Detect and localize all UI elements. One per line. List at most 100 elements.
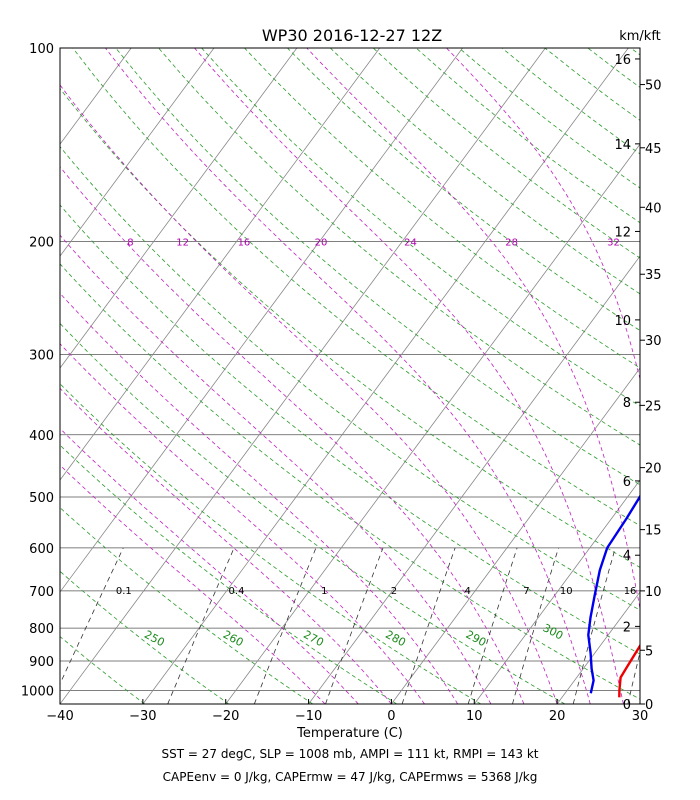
- pressure-tick-label: 200: [29, 235, 54, 250]
- pressure-tick-label: 900: [29, 655, 54, 670]
- footer-line-1: SST = 27 degC, SLP = 1008 mb, AMPI = 111…: [161, 747, 538, 761]
- isotherm-line: [556, 591, 640, 704]
- pressure-tick-label: 700: [29, 585, 54, 600]
- dry-adiabat: [60, 444, 397, 704]
- km-tick-label: 16: [614, 53, 631, 68]
- dry-adiabat: [60, 702, 61, 704]
- mixing-ratio-label: 32: [607, 237, 620, 248]
- isotherm-line: [60, 48, 132, 145]
- moist-adiabat: [60, 428, 359, 704]
- dry-adiabat: [115, 48, 640, 486]
- dry-adiabat: [60, 322, 565, 704]
- dry-adiabat: [287, 48, 640, 332]
- theta-label: 260: [221, 628, 246, 649]
- mixing-ratio-line: [167, 547, 235, 704]
- x-tick-label: −40: [46, 709, 73, 724]
- x-tick-label: −20: [212, 709, 239, 724]
- dewpoint-line: [587, 494, 640, 694]
- w-label: 10: [560, 586, 573, 597]
- right-axis-label: km/kft: [619, 29, 661, 44]
- x-tick-label: 10: [466, 709, 483, 724]
- plot-frame: [59, 47, 641, 705]
- mixing-ratio-line: [572, 547, 616, 704]
- km-tick-label: 4: [623, 549, 631, 564]
- pressure-tick-label: 100: [29, 42, 54, 57]
- kft-tick-label: 5: [645, 644, 653, 659]
- pressure-tick-label: 1000: [21, 684, 54, 699]
- moist-adiabat-lines: [60, 48, 640, 704]
- km-tick-label: 12: [614, 225, 631, 240]
- profile-series: [587, 494, 640, 698]
- kft-tick-label: 30: [645, 334, 662, 349]
- dry-adiabat: [60, 507, 313, 704]
- pressure-tick-label: 500: [29, 491, 54, 506]
- moist-adiabat: [60, 387, 392, 704]
- mixing-ratio-label: 16: [238, 237, 251, 248]
- x-tick-label: −30: [129, 709, 156, 724]
- moist-adiabat: [194, 48, 624, 704]
- mixing-ratio-line: [253, 547, 317, 704]
- mixing-ratio-line: [325, 547, 384, 704]
- pressure-tick-label: 800: [29, 622, 54, 637]
- theta-label: 250: [142, 628, 167, 649]
- theta-label: 280: [383, 628, 408, 649]
- pressure-tick-label: 300: [29, 348, 54, 363]
- x-tick-label: 30: [632, 709, 649, 724]
- dry-adiabat: [60, 263, 640, 700]
- mixing-ratio-label: 8: [127, 237, 133, 248]
- isotherm-line: [308, 255, 640, 704]
- dry-adiabat: [674, 48, 700, 704]
- dry-adiabat: [60, 204, 640, 655]
- pressure-tick-label: 400: [29, 429, 54, 444]
- dry-adiabat: [72, 48, 640, 527]
- axes: −40 −30 −20 −10 0 10 20 30100200300400500600700…: [21, 42, 662, 724]
- moist-adiabat: [60, 84, 558, 704]
- dry-adiabat: [501, 48, 640, 155]
- isotherm-line: [60, 48, 381, 481]
- isotherm-line: [391, 367, 640, 704]
- isotherm-line: [142, 48, 629, 704]
- kft-tick-label: 20: [645, 462, 662, 477]
- theta-label: 270: [301, 628, 326, 649]
- km-tick-label: 2: [623, 620, 631, 635]
- kft-tick-label: 25: [645, 399, 662, 414]
- dry-adiabat: [60, 570, 229, 704]
- theta-label: 300: [541, 621, 566, 642]
- mixing-ratio-lines: [60, 547, 640, 704]
- dry-adiabat: [60, 146, 640, 611]
- km-tick-label: 0: [623, 698, 631, 713]
- w-label: 0.4: [229, 586, 245, 597]
- w-label: 4: [464, 586, 470, 597]
- x-tick-label: 0: [387, 709, 395, 724]
- isotherm-line: [0, 48, 48, 704]
- mixing-ratio-label: 20: [315, 237, 328, 248]
- dry-adiabat: [201, 48, 640, 407]
- w-label: 7: [523, 586, 529, 597]
- pressure-tick-label: 600: [29, 542, 54, 557]
- kft-tick-label: 45: [645, 142, 662, 157]
- km-tick-label: 14: [614, 138, 631, 153]
- km-tick-label: 6: [623, 475, 631, 490]
- mixing-ratio-label: 24: [404, 237, 417, 248]
- mixing-ratio-label: 28: [505, 237, 518, 248]
- mixing-ratio-line: [627, 650, 640, 704]
- mixing-ratio-line: [512, 547, 559, 704]
- w-label: 1: [321, 586, 327, 597]
- isotherm-line: [225, 143, 640, 704]
- dry-adiabat-lines: [60, 48, 700, 704]
- isotherm-line: [60, 48, 463, 593]
- mixing-ratio-line: [401, 547, 456, 704]
- x-axis-label: Temperature (C): [296, 726, 403, 741]
- isotherm-line: [60, 48, 546, 704]
- kft-tick-label: 40: [645, 201, 662, 216]
- mixing-ratio-label: 12: [176, 237, 189, 248]
- dry-adiabat: [60, 383, 482, 704]
- x-tick-label: 20: [549, 709, 566, 724]
- km-tick-label: 8: [623, 396, 631, 411]
- isobar-lines: [60, 48, 640, 691]
- moist-adiabat: [60, 166, 525, 704]
- isotherm-line: [60, 48, 298, 369]
- footer-line-2: CAPEenv = 0 J/kg, CAPErmw = 47 J/kg, CAP…: [163, 770, 538, 784]
- moist-adiabat: [105, 48, 591, 704]
